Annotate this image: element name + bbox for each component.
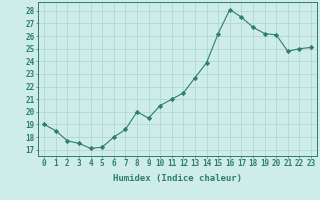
X-axis label: Humidex (Indice chaleur): Humidex (Indice chaleur): [113, 174, 242, 183]
